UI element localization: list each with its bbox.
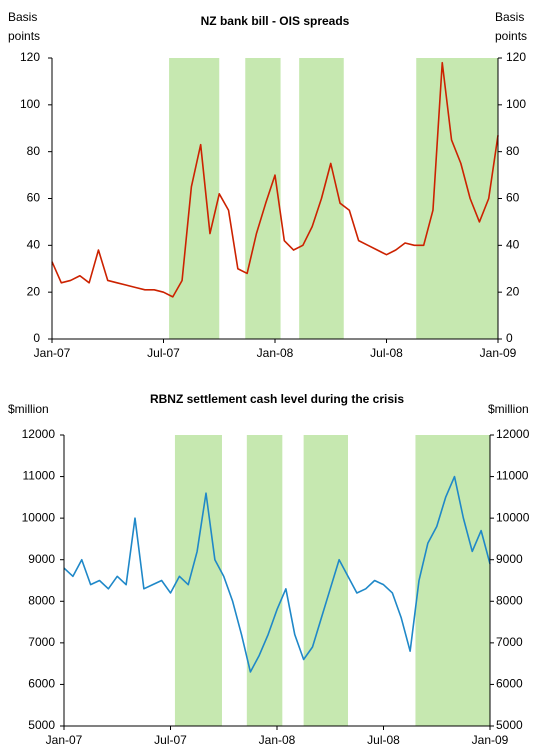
y-tick-label: 10000 [22, 510, 56, 524]
y2-tick-label: 8000 [496, 593, 523, 607]
shaded-period [246, 435, 283, 726]
y2-tick-label: 5000 [496, 718, 523, 732]
x-tick-label: Jul-07 [147, 346, 180, 360]
y2-tick-label: 40 [506, 238, 520, 252]
y2-tick-label: 120 [506, 50, 526, 64]
x-tick-label: Jul-07 [154, 733, 187, 747]
y-tick-label: 20 [27, 284, 41, 298]
y2-axis-label: Basis [495, 10, 524, 24]
x-tick-label: Jan-09 [480, 346, 517, 360]
x-tick-label: Jan-09 [472, 733, 509, 747]
y-tick-label: 6000 [28, 677, 55, 691]
y-axis-label: Basis [8, 10, 37, 24]
x-tick-label: Jan-07 [46, 733, 83, 747]
shaded-period [174, 435, 222, 726]
y-tick-label: 12000 [22, 427, 56, 441]
y-tick-label: 40 [27, 238, 41, 252]
y2-tick-label: 100 [506, 97, 526, 111]
shaded-period [416, 58, 498, 339]
x-tick-label: Jul-08 [370, 346, 403, 360]
shaded-period [415, 435, 490, 726]
y2-tick-label: 60 [506, 191, 520, 205]
y2-tick-label: 6000 [496, 677, 523, 691]
y2-tick-label: 20 [506, 284, 520, 298]
y-tick-label: 0 [33, 331, 40, 345]
y-tick-label: 80 [27, 144, 41, 158]
y-tick-label: 5000 [28, 718, 55, 732]
y2-tick-label: 9000 [496, 552, 523, 566]
shaded-period [245, 58, 281, 339]
y-tick-label: 8000 [28, 593, 55, 607]
y-axis-label: points [8, 29, 40, 43]
chart-title: NZ bank bill - OIS spreads [201, 14, 350, 28]
y2-tick-label: 0 [506, 331, 513, 345]
y2-tick-label: 7000 [496, 635, 523, 649]
shaded-period [169, 58, 220, 339]
y-tick-label: 60 [27, 191, 41, 205]
y2-tick-label: 11000 [496, 469, 529, 483]
y-tick-label: 11000 [23, 469, 56, 483]
y2-tick-label: 10000 [496, 510, 530, 524]
data-line [51, 61, 499, 298]
shaded-period [303, 435, 348, 726]
x-tick-label: Jul-08 [367, 733, 400, 747]
x-tick-label: Jan-08 [259, 733, 296, 747]
y-tick-label: 120 [20, 50, 40, 64]
y-tick-label: 9000 [28, 552, 55, 566]
y-tick-label: 7000 [28, 635, 55, 649]
chart-title: RBNZ settlement cash level during the cr… [150, 392, 404, 406]
x-tick-label: Jan-07 [34, 346, 71, 360]
data-line [63, 475, 491, 673]
y-tick-label: 100 [20, 97, 40, 111]
y2-tick-label: 12000 [496, 427, 530, 441]
y2-axis-label: $million [488, 402, 529, 416]
y-axis-label: $million [8, 402, 49, 416]
x-tick-label: Jan-08 [257, 346, 294, 360]
y2-axis-label: points [495, 29, 527, 43]
y2-tick-label: 80 [506, 144, 520, 158]
